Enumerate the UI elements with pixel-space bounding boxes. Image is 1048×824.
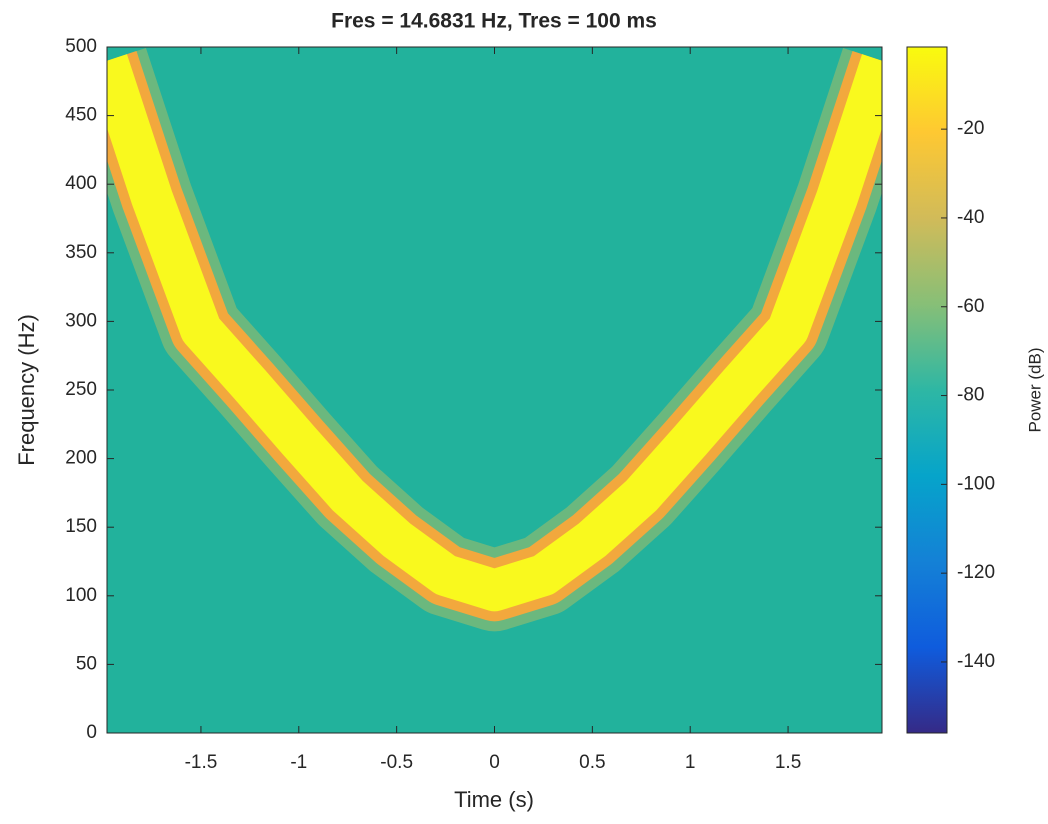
y-tick-label: 500: [65, 36, 97, 57]
colorbar-tick-label: -20: [957, 118, 984, 139]
x-tick-label: 1: [685, 752, 696, 773]
y-tick-label: 200: [65, 448, 97, 469]
colorbar-label: Power (dB): [1025, 347, 1044, 432]
plot-area: [107, 47, 882, 733]
x-axis-label: Time (s): [454, 787, 534, 812]
colorbar-tick-label: -80: [957, 385, 984, 406]
colorbar-tick-label: -100: [957, 473, 995, 494]
colorbar-tick-label: -140: [957, 651, 995, 672]
y-tick-label: 350: [65, 242, 97, 263]
y-tick-label: 150: [65, 516, 97, 537]
x-tick-label: 0: [489, 752, 500, 773]
x-tick-label: 0.5: [579, 752, 605, 773]
chart-title: Fres = 14.6831 Hz, Tres = 100 ms: [331, 10, 657, 33]
x-tick-label: 1.5: [775, 752, 801, 773]
colorbar: [906, 46, 948, 734]
colorbar-tick-label: -40: [957, 207, 984, 228]
y-axis-label: Frequency (Hz): [14, 314, 39, 466]
colorbar-tick-label: -120: [957, 562, 995, 583]
y-tick-label: 450: [65, 105, 97, 126]
x-tick-label: -1.5: [185, 752, 218, 773]
y-tick-label: 250: [65, 379, 97, 400]
y-tick-label: 300: [65, 310, 97, 331]
x-tick-label: -1: [290, 752, 307, 773]
y-tick-label: 100: [65, 585, 97, 606]
colorbar-tick-label: -60: [957, 296, 984, 317]
ridge: [107, 54, 882, 612]
y-tick-label: 0: [86, 722, 97, 743]
x-tick-label: -0.5: [380, 752, 413, 773]
y-tick-label: 50: [76, 653, 97, 674]
y-tick-label: 400: [65, 173, 97, 194]
